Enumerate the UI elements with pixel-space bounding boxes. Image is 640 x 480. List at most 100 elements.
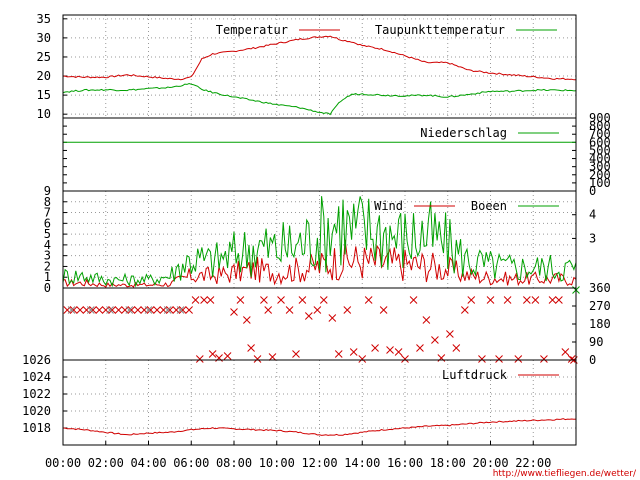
- temperature-y-tick-label: 20: [37, 69, 51, 83]
- wind-direction-point: [195, 355, 204, 363]
- wind-direction-point: [343, 306, 352, 314]
- wind-direction-point: [200, 296, 208, 304]
- x-tick-label: 22:00: [515, 456, 551, 470]
- wind-direction-point: [371, 344, 379, 352]
- x-tick-label: 12:00: [301, 456, 337, 470]
- wind-direction-point: [386, 346, 394, 354]
- wind-direction-point: [460, 306, 469, 314]
- x-axis: 00:00 02:00 04:00 06:00 08:00 10:00 12:00 14:00…: [45, 441, 551, 470]
- pressure-y-tick-label: 1020: [22, 404, 51, 418]
- precipitation-y2-tick-label: 100: [589, 176, 611, 190]
- wind-direction-y2-tick-label: 90: [589, 335, 603, 349]
- x-tick-label: 00:00: [45, 456, 81, 470]
- wind-direction-point: [242, 316, 251, 324]
- wind-direction-point: [567, 355, 576, 363]
- wind-direction-point: [467, 296, 476, 304]
- wind-direction-point: [298, 296, 307, 304]
- wind-direction-point: [555, 296, 563, 304]
- precipitation-y2-tick-label: 0: [589, 184, 596, 198]
- source-url[interactable]: http://www.tiefliegen.de/wetter/: [493, 469, 637, 479]
- temperature-series-0-line: [63, 35, 577, 81]
- wind-y-tick-label: 5: [44, 227, 51, 241]
- wind-y-tick-label: 1: [44, 270, 51, 284]
- wind-direction-point: [486, 296, 495, 304]
- wind-direction-point: [334, 350, 343, 358]
- wind-direction-point: [163, 306, 172, 314]
- precipitation-legend-label: Niederschlag: [420, 126, 507, 140]
- wind-legend-label: Boeen: [471, 199, 507, 213]
- wind-y-tick-label: 3: [44, 249, 51, 263]
- temperature-y-tick-label: 15: [37, 88, 51, 102]
- wind-direction-point: [364, 296, 373, 304]
- wind-direction-point: [446, 330, 454, 338]
- wind-direction-point: [125, 306, 134, 314]
- wind-direction-point: [292, 350, 300, 358]
- wind-series-0-line: [62, 239, 577, 288]
- temperature-legend-label: Taupunkttemperatur: [375, 23, 505, 37]
- wind-direction-point: [304, 312, 313, 320]
- wind-y-tick-label: 6: [44, 216, 51, 230]
- wind-y2-tick-label: 4: [589, 208, 596, 222]
- wind-direction-y2-tick-label: 360: [589, 281, 611, 295]
- wind-direction-point: [185, 306, 193, 314]
- wind-direction-point: [514, 355, 523, 363]
- precipitation-y2-tick-label: 300: [589, 160, 611, 174]
- temperature-legend-label: Temperatur: [216, 23, 288, 37]
- wind-direction-point: [86, 306, 95, 314]
- pressure-y-tick-label: 1022: [22, 387, 51, 401]
- wind-direction-point: [67, 306, 76, 314]
- wind-series-1-line: [62, 196, 577, 288]
- wind-legend-label: Wind: [374, 199, 403, 213]
- wind-direction-point: [153, 306, 161, 314]
- wind-direction-point: [208, 350, 217, 358]
- wind-direction-point: [89, 306, 97, 314]
- wind-direction-point: [431, 336, 439, 344]
- wind-y-tick-label: 2: [44, 259, 51, 273]
- x-tick-label: 18:00: [430, 456, 466, 470]
- x-tick-label: 04:00: [130, 456, 166, 470]
- pressure-y-tick-label: 1024: [22, 370, 51, 384]
- wind-direction-point: [108, 306, 117, 314]
- wind-y-tick-label: 8: [44, 195, 51, 209]
- wind-direction-point: [127, 306, 136, 314]
- pressure-y-tick-label: 1026: [22, 353, 51, 367]
- wind-direction-point: [478, 355, 486, 363]
- wind-direction-point: [349, 348, 358, 356]
- wind-direction-point: [328, 314, 337, 322]
- wind-direction-point: [69, 306, 78, 314]
- wind-direction-point: [76, 306, 84, 314]
- x-tick-label: 02:00: [88, 456, 124, 470]
- wind-direction-point: [540, 355, 548, 363]
- wind-direction-point: [394, 348, 403, 356]
- wind-direction-point: [379, 306, 388, 314]
- wind-y-tick-label: 9: [44, 184, 51, 198]
- wind-y-tick-label: 4: [44, 238, 51, 252]
- temperature-y-tick-label: 35: [37, 12, 51, 26]
- wind-direction-point: [409, 296, 418, 304]
- x-tick-label: 08:00: [216, 456, 252, 470]
- wind-direction-point: [422, 316, 431, 324]
- wind-direction-point: [313, 306, 322, 314]
- pressure-panel: 1018 1020 1022 1024 1026 Luftdruck: [22, 353, 577, 446]
- temperature-panel: 10 15 20 25 30 35 Temperatur Taupunkttemperatur: [37, 12, 577, 121]
- wind-direction-point: [223, 352, 232, 360]
- wind-direction-point: [277, 296, 285, 304]
- temperature-y-tick-label: 10: [37, 107, 51, 121]
- wind-direction-point: [503, 296, 512, 304]
- wind-y-tick-label: 0: [44, 281, 51, 295]
- wind-direction-point: [531, 296, 540, 304]
- wind-direction-point: [114, 306, 123, 314]
- wind-direction-point: [95, 306, 104, 314]
- wind-direction-point: [264, 306, 273, 314]
- wind-direction-point: [247, 344, 255, 352]
- temperature-y-tick-label: 30: [37, 31, 51, 45]
- wind-direction-point: [260, 296, 268, 304]
- wind-direction-point: [285, 306, 294, 314]
- temperature-y-tick-label: 25: [37, 50, 51, 64]
- wind-direction-point: [144, 306, 153, 314]
- wind-direction-point: [106, 306, 114, 314]
- precipitation-y2-tick-label: 500: [589, 143, 611, 157]
- x-tick-label: 16:00: [387, 456, 423, 470]
